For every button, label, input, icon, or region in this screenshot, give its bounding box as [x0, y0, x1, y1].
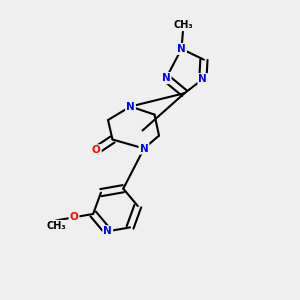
Text: O: O — [92, 145, 101, 155]
Text: N: N — [140, 143, 148, 154]
Text: O: O — [70, 212, 78, 222]
Text: CH₃: CH₃ — [46, 221, 66, 231]
Text: CH₃: CH₃ — [173, 20, 193, 30]
Text: N: N — [126, 101, 135, 112]
Text: N: N — [162, 73, 170, 83]
Text: N: N — [177, 44, 186, 54]
Text: N: N — [103, 226, 112, 236]
Text: N: N — [199, 74, 207, 84]
